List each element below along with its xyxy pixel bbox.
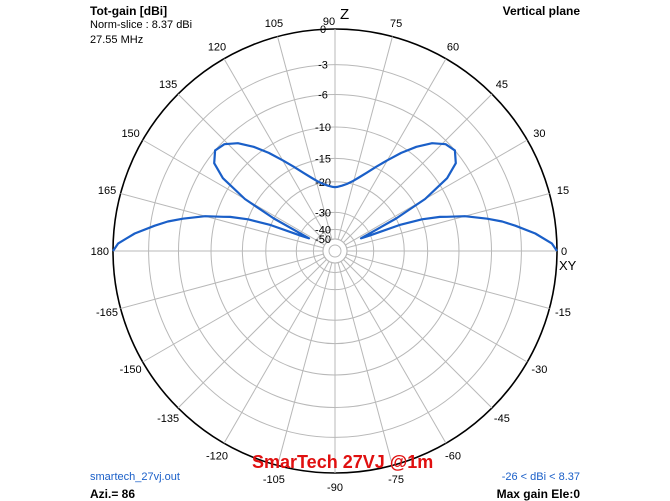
grid-spoke	[277, 36, 333, 240]
angle-tick-label: -165	[96, 307, 118, 319]
frequency-label: 27.55 MHz	[90, 34, 144, 46]
zenith-label: Z	[340, 6, 350, 23]
radial-tick-labels: 0-3-6-10-15-20-30-40-50	[315, 24, 331, 246]
grid-spoke	[345, 139, 528, 246]
angle-tick-label: 135	[159, 79, 177, 91]
angle-tick-label: 0	[561, 246, 567, 258]
angle-tick-label: 150	[121, 128, 139, 140]
polar-grid	[112, 28, 558, 474]
radial-tick-label: -6	[318, 89, 328, 101]
angle-tick-label: -120	[206, 450, 228, 462]
radial-tick-label: -30	[315, 207, 331, 219]
angle-tick-label: 60	[447, 42, 459, 54]
gain-range-label: -26 < dBi < 8.37	[501, 471, 580, 483]
plane-label: Vertical plane	[502, 4, 580, 18]
grid-ring	[328, 244, 342, 258]
filename-label: smartech_27vj.out	[90, 471, 180, 483]
grid-spoke	[337, 262, 393, 466]
angle-tick-label: -75	[388, 474, 404, 486]
angle-tick-label: 90	[323, 16, 335, 28]
grid-spoke	[340, 58, 447, 241]
angle-tick-label: -60	[445, 450, 461, 462]
angle-tick-label: 120	[208, 42, 226, 54]
angle-tick-label: -15	[555, 307, 571, 319]
grid-spoke	[340, 261, 447, 444]
angle-tick-label: 15	[557, 185, 569, 197]
grid-spoke	[343, 259, 493, 409]
grid-spoke	[177, 259, 327, 409]
caption: SmarTech 27VJ @1m	[252, 452, 434, 472]
angle-tick-label: -30	[531, 364, 547, 376]
radial-tick-label: -15	[315, 153, 331, 165]
grid-spoke	[223, 58, 330, 241]
norm-slice-label: Norm-slice : 8.37 dBi	[90, 19, 193, 31]
grid-ring	[322, 238, 348, 264]
angle-tick-label: 30	[533, 128, 545, 140]
grid-spoke	[337, 36, 393, 240]
chart-title: Tot-gain [dBi]	[90, 4, 168, 18]
angle-tick-label: -135	[157, 413, 179, 425]
grid-spoke	[142, 256, 325, 363]
grid-spoke	[346, 193, 550, 249]
radial-tick-label: -10	[315, 122, 331, 134]
azimuth-label: Azi.= 86	[90, 487, 136, 501]
angle-tick-label: 75	[390, 18, 402, 30]
grid-spoke	[343, 93, 493, 243]
radial-tick-label: -40	[315, 224, 331, 236]
angle-tick-label: -45	[494, 413, 510, 425]
angle-tick-label: -90	[327, 482, 343, 494]
grid-spoke	[142, 139, 325, 246]
radial-tick-label: -50	[315, 234, 331, 246]
grid-spoke	[277, 262, 333, 466]
pattern-line	[112, 142, 558, 252]
angle-tick-label: 165	[98, 185, 116, 197]
max-gain-label: Max gain Ele:0	[496, 487, 580, 501]
grid-spoke	[223, 261, 330, 444]
angle-tick-label: -105	[263, 474, 285, 486]
angle-tick-label: 105	[265, 18, 283, 30]
angle-tick-label: 180	[91, 246, 109, 258]
angle-tick-labels: 0153045607590105120135150165180-165-150-…	[91, 16, 571, 494]
grid-spoke	[345, 256, 528, 363]
angle-tick-label: -150	[120, 364, 142, 376]
grid-spoke	[346, 253, 550, 309]
grid-spoke	[120, 193, 324, 249]
radial-tick-label: 0	[320, 24, 326, 36]
horizon-label: XY	[559, 258, 577, 273]
grid-spoke	[120, 253, 324, 309]
angle-tick-label: 45	[496, 79, 508, 91]
radial-tick-label: -3	[318, 60, 328, 72]
pattern-series	[112, 142, 558, 252]
grid-spoke	[177, 93, 327, 243]
